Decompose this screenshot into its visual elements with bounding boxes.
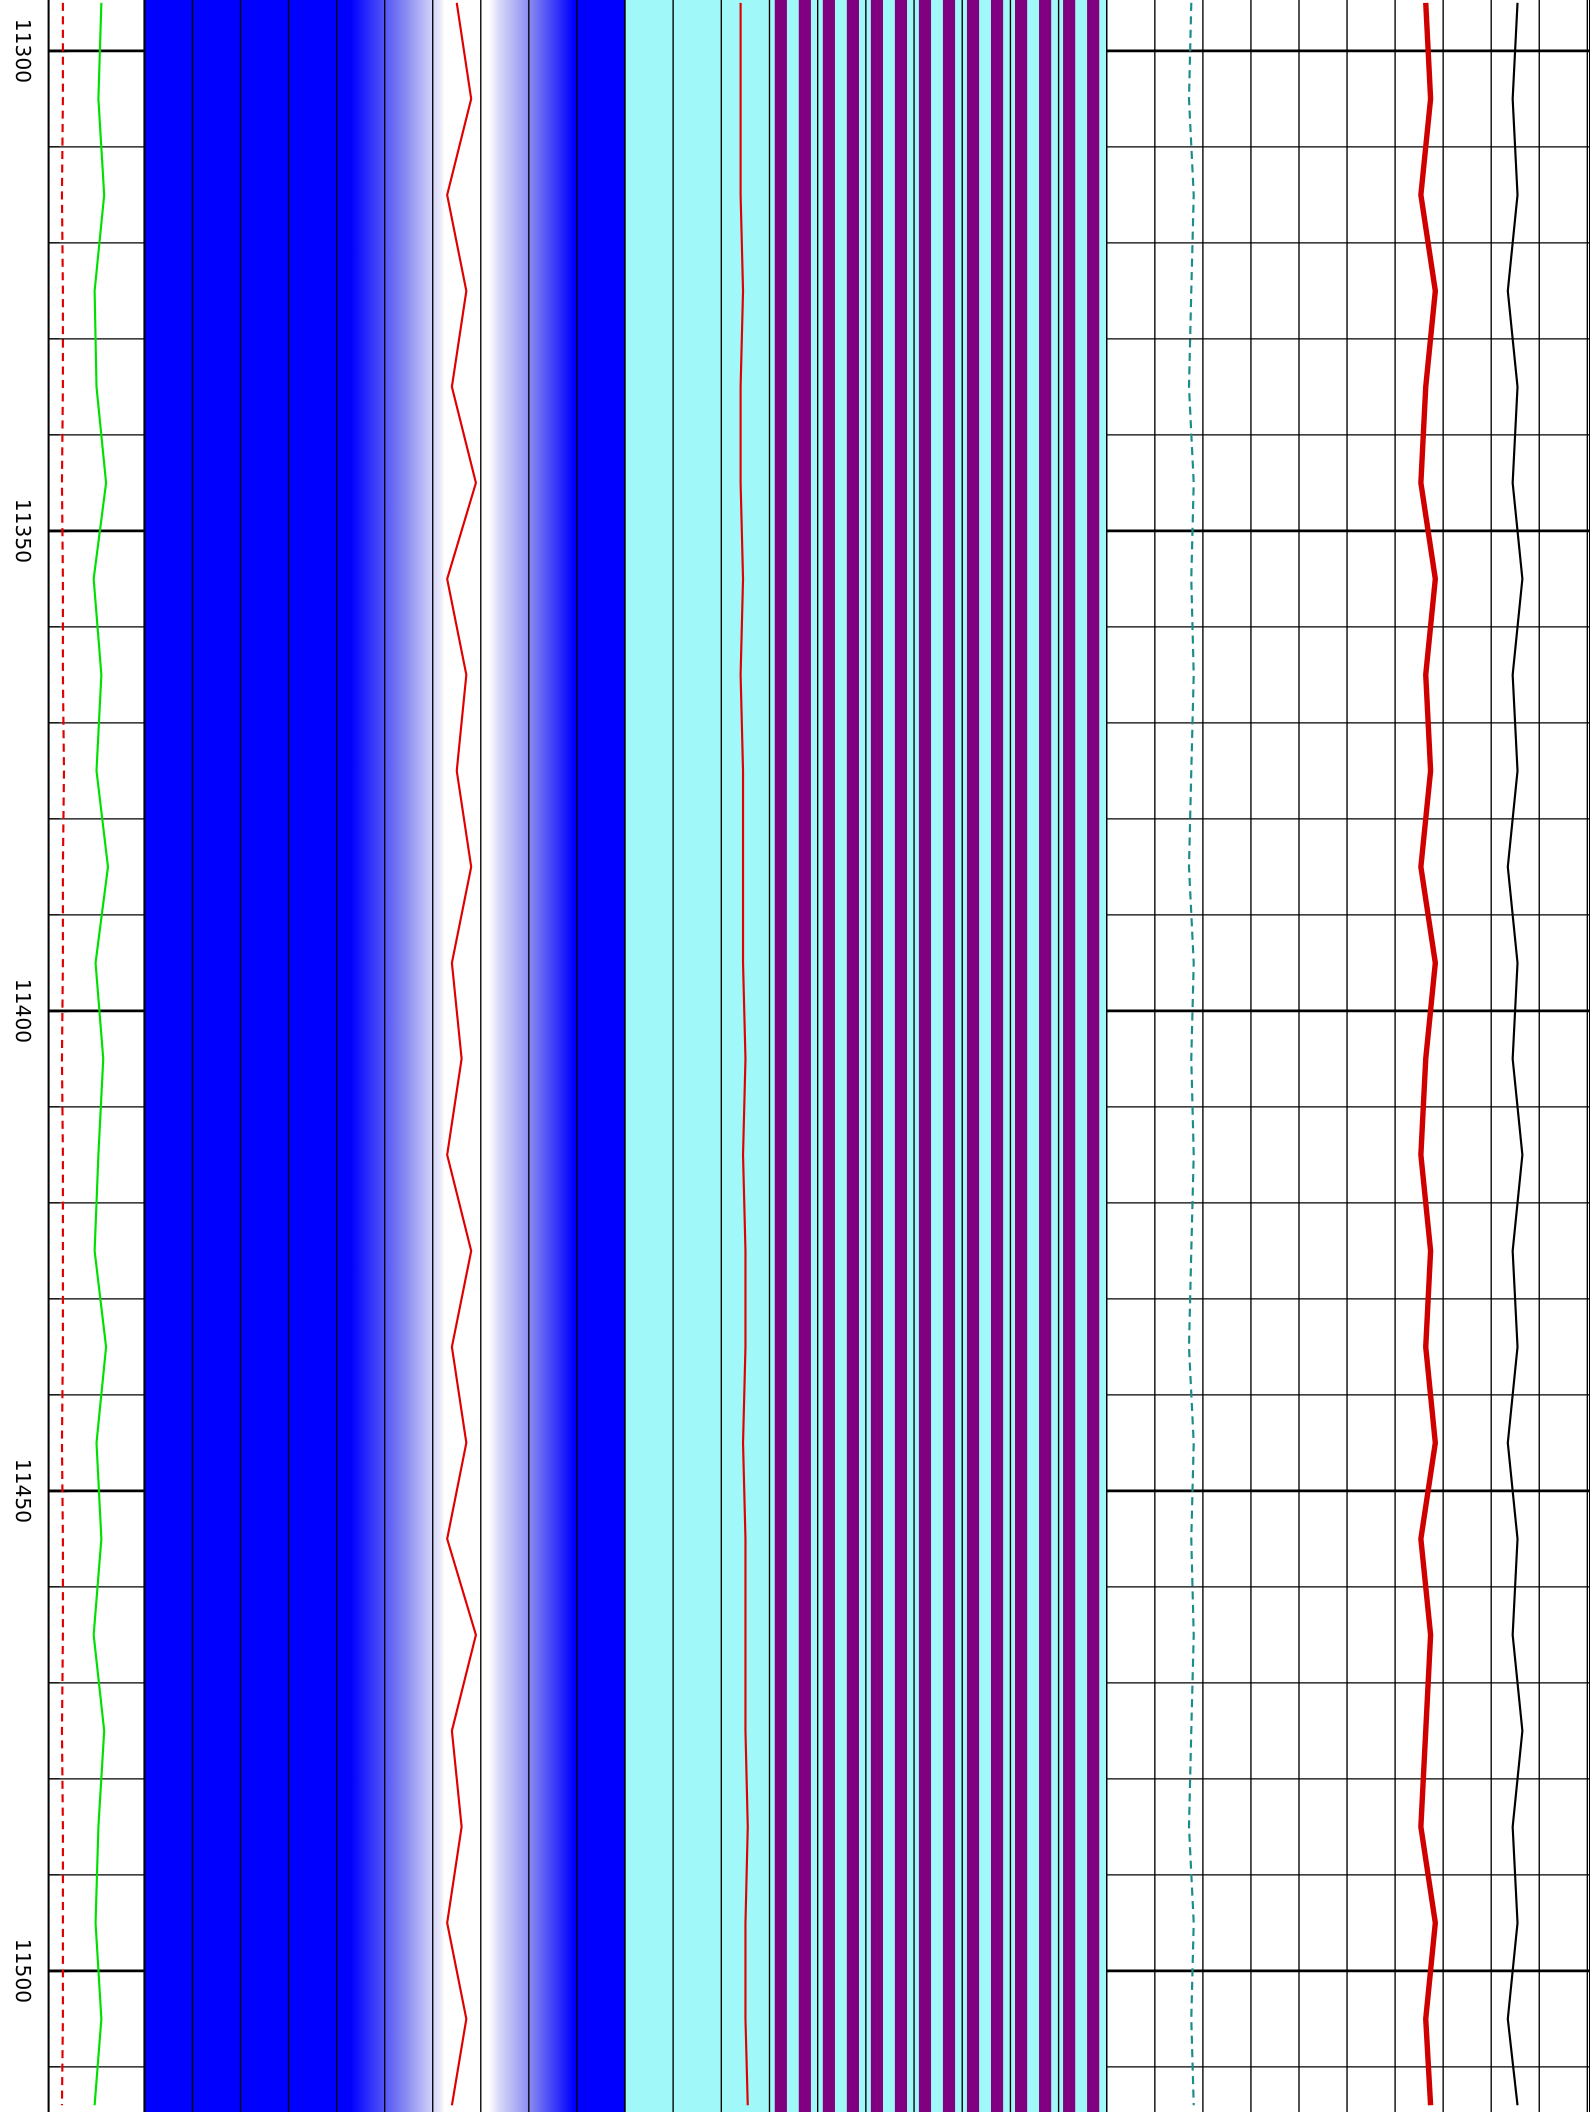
log-curve <box>1418 2 1439 2106</box>
image-stripe <box>798 0 811 2112</box>
curves <box>60 2 1524 2106</box>
log-curve <box>1187 2 1195 2106</box>
depth-label: 11300 <box>11 19 35 83</box>
image-stripe <box>870 0 884 2112</box>
image-stripe <box>822 0 835 2112</box>
image-stripe <box>894 0 908 2112</box>
image-stripe <box>1039 0 1052 2112</box>
depth-label: 11450 <box>11 1459 35 1523</box>
image-stripe <box>1015 0 1028 2112</box>
depth-label: 11350 <box>11 499 35 563</box>
image-stripe <box>942 0 956 2112</box>
image-stripe <box>1063 0 1076 2112</box>
image-stripe <box>846 0 859 2112</box>
log-curve <box>1506 2 1524 2106</box>
grid <box>47 0 1590 2112</box>
image-stripe <box>774 0 787 2112</box>
stripes <box>774 0 1100 2112</box>
depth-labels: 11300 11350 11400 11450 11500 <box>11 19 35 2003</box>
depth-label: 11400 <box>11 979 35 1043</box>
image-stripe <box>1087 0 1100 2112</box>
log-curve <box>60 2 66 2106</box>
log-curve <box>446 2 478 2106</box>
image-stripe <box>918 0 932 2112</box>
image-stripe <box>990 0 1004 2112</box>
log-curve <box>92 2 110 2106</box>
log-curve <box>739 2 749 2106</box>
image-stripe <box>966 0 980 2112</box>
depth-label: 11500 <box>11 1939 35 2003</box>
